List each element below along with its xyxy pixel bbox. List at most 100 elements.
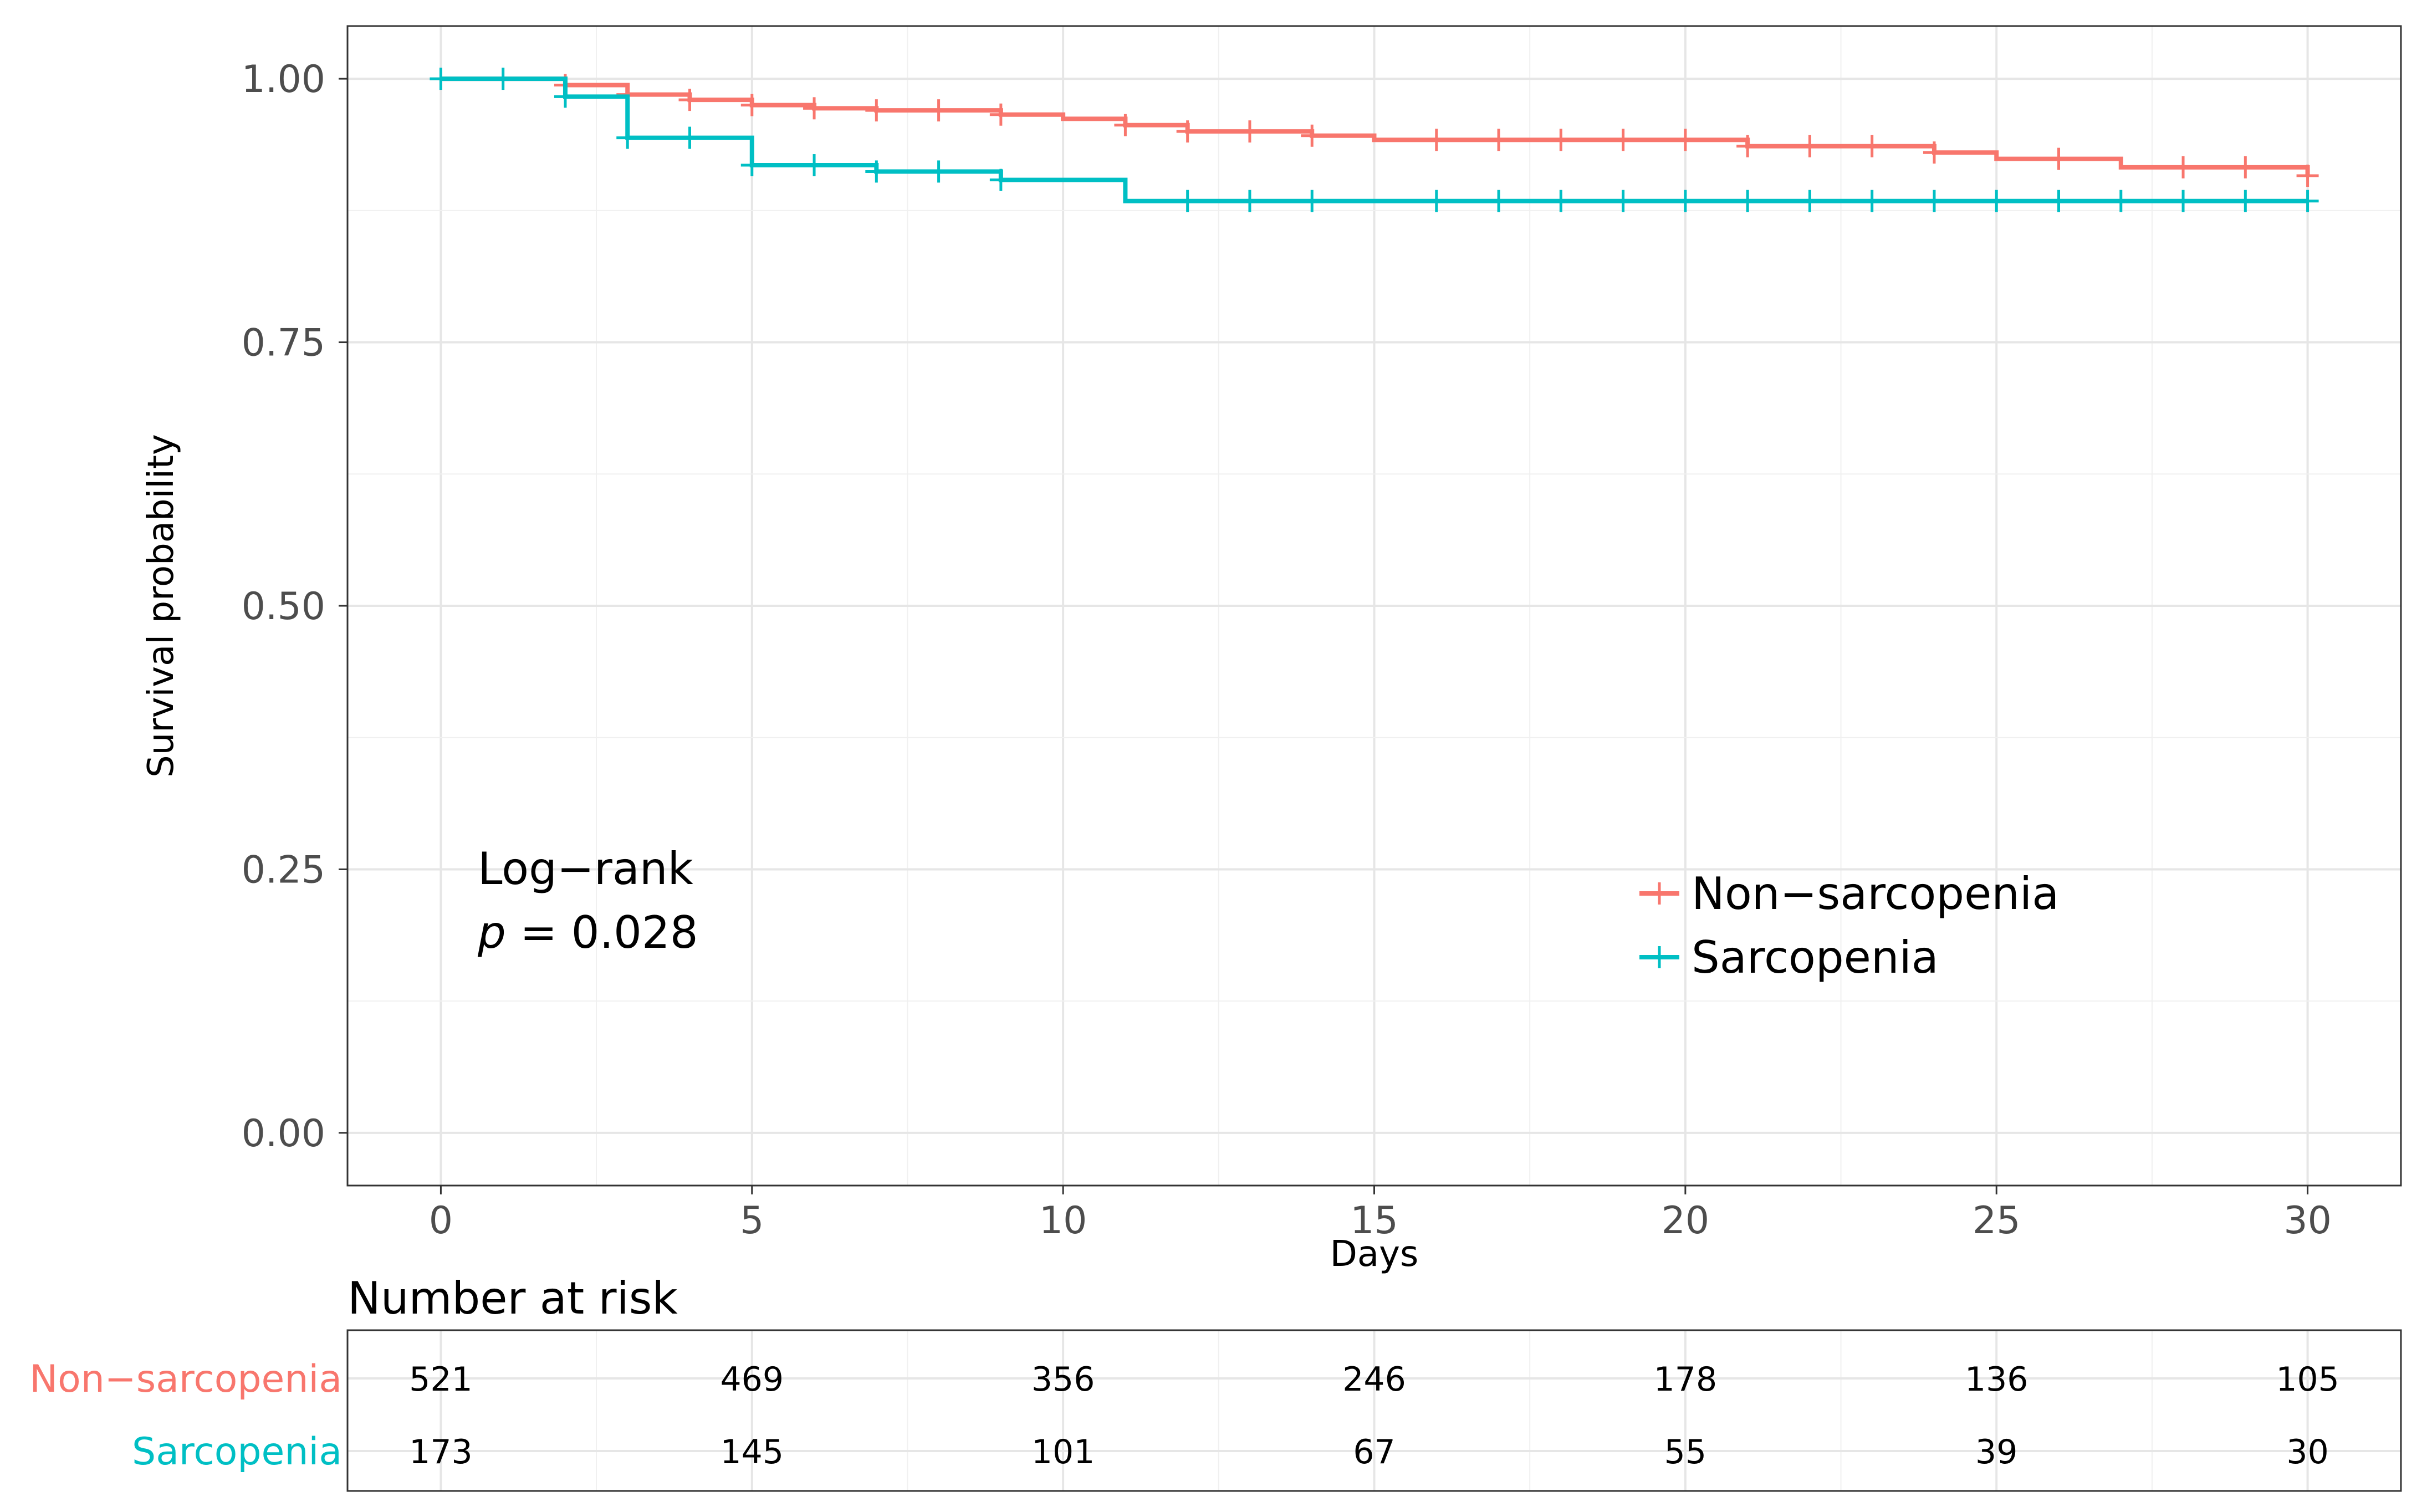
censor-mark: [927, 160, 950, 183]
legend-item-1: Sarcopenia: [1639, 932, 1939, 983]
x-tick-label: 20: [1662, 1199, 1710, 1243]
legend-item-0: Non−sarcopenia: [1639, 868, 2059, 920]
censor-mark: [1736, 135, 1759, 157]
censor-mark: [989, 103, 1012, 126]
legend: Non−sarcopenia Sarcopenia: [1639, 868, 2059, 983]
series-1: [430, 68, 2319, 212]
censor-mark: [2234, 156, 2257, 178]
censor-mark: [2296, 165, 2319, 187]
censor-mark: [1612, 129, 1634, 151]
censor-mark: [1861, 135, 1883, 157]
y-tick-label: 0.50: [242, 585, 325, 629]
risk-cell: 173: [409, 1433, 473, 1472]
censor-mark: [1923, 141, 1945, 164]
x-tick-label: 5: [740, 1199, 764, 1243]
p-value: = 0.028: [506, 907, 698, 958]
censor-mark: [1425, 190, 1448, 212]
censor-mark: [2234, 190, 2257, 212]
censor-mark: [616, 126, 639, 149]
censor-mark: [1176, 120, 1199, 143]
censor-mark: [1238, 120, 1261, 143]
censor-mark: [492, 68, 514, 90]
censor-mark: [740, 94, 763, 116]
censor-mark: [927, 99, 950, 122]
x-tick-label: 30: [2283, 1199, 2332, 1243]
risk-cell: 469: [721, 1360, 784, 1399]
censor-mark: [430, 68, 452, 90]
censor-mark: [2296, 190, 2319, 212]
p-symbol: p: [477, 907, 506, 958]
risk-table-border: [346, 1329, 2402, 1492]
censor-mark: [1114, 114, 1137, 136]
censor-mark: [1550, 129, 1572, 151]
censor-mark: [865, 99, 888, 122]
censor-mark: [2047, 190, 2070, 212]
logrank-annotation: Log−rank p = 0.028: [477, 843, 698, 958]
censor-mark: [1798, 190, 1821, 212]
censor-mark: [1736, 190, 1759, 212]
censor-mark: [803, 154, 826, 177]
legend-label: Non−sarcopenia: [1692, 868, 2059, 920]
risk-row-0: Non−sarcopenia 521 469 356 246 178 136 105: [29, 1357, 2339, 1401]
censor-mark: [1674, 190, 1697, 212]
censor-mark: [2109, 190, 2132, 212]
y-tick-label: 0.75: [242, 321, 325, 365]
risk-row-label: Non−sarcopenia: [29, 1357, 342, 1401]
x-tick-label: 10: [1039, 1199, 1087, 1243]
censor-mark: [2172, 190, 2195, 212]
x-axis: 0 5 10 15 20 25 30: [429, 1186, 2332, 1243]
censor-mark: [1861, 190, 1883, 212]
censor-mark: [678, 126, 701, 149]
censor-mark: [865, 160, 888, 183]
censor-mark: [1238, 190, 1261, 212]
censor-mark: [1488, 190, 1510, 212]
censor-mark: [1488, 129, 1510, 151]
risk-cell: 105: [2276, 1360, 2339, 1399]
censor-mark: [1674, 129, 1697, 151]
risk-row-label: Sarcopenia: [132, 1430, 342, 1474]
censor-mark: [989, 168, 1012, 191]
censor-mark: [740, 154, 763, 177]
censor-mark: [2172, 156, 2195, 178]
censor-mark: [803, 97, 826, 120]
censor-mark: [1923, 190, 1945, 212]
x-tick-label: 0: [429, 1199, 453, 1243]
x-axis-title: Days: [1330, 1234, 1419, 1275]
risk-cell: 136: [1965, 1360, 2028, 1399]
x-tick-label: 25: [1973, 1199, 2021, 1243]
risk-cell: 356: [1031, 1360, 1095, 1399]
y-tick-label: 0.00: [242, 1112, 325, 1156]
risk-table-title: Number at risk: [348, 1273, 678, 1324]
censor-mark: [1550, 190, 1572, 212]
censor-mark: [678, 89, 701, 111]
p-value-label: p = 0.028: [477, 907, 698, 958]
plot-series: [430, 68, 2319, 212]
logrank-label: Log−rank: [478, 843, 694, 895]
risk-row-1: Sarcopenia 173 145 101 67 55 39 30: [132, 1430, 2329, 1474]
censor-mark: [2047, 147, 2070, 170]
plot-grid: [348, 26, 2401, 1186]
risk-cell: 55: [1664, 1433, 1706, 1472]
risk-cell: 145: [721, 1433, 784, 1472]
risk-cell: 30: [2286, 1433, 2328, 1472]
series-0: [441, 74, 2319, 187]
risk-cell: 39: [1975, 1433, 2017, 1472]
y-axis: 0.00 0.25 0.50 0.75 1.00: [242, 58, 348, 1156]
legend-label: Sarcopenia: [1692, 932, 1939, 983]
risk-table: Non−sarcopenia 521 469 356 246 178 136 105 Sarco…: [29, 1329, 2402, 1492]
y-axis-title: Survival probability: [141, 434, 182, 778]
censor-mark: [1612, 190, 1634, 212]
y-tick-label: 0.25: [242, 848, 325, 892]
censor-mark: [1798, 135, 1821, 157]
risk-cell: 178: [1654, 1360, 1718, 1399]
x-tick-label: 15: [1350, 1199, 1398, 1243]
censor-mark: [1425, 129, 1448, 151]
censor-mark: [1301, 190, 1324, 212]
risk-cell: 246: [1342, 1360, 1406, 1399]
censor-mark: [1301, 124, 1324, 147]
risk-cell: 67: [1353, 1433, 1395, 1472]
censor-mark: [1985, 190, 2008, 212]
censor-mark: [554, 85, 576, 108]
risk-cell: 101: [1031, 1433, 1095, 1472]
censor-mark: [1176, 190, 1199, 212]
